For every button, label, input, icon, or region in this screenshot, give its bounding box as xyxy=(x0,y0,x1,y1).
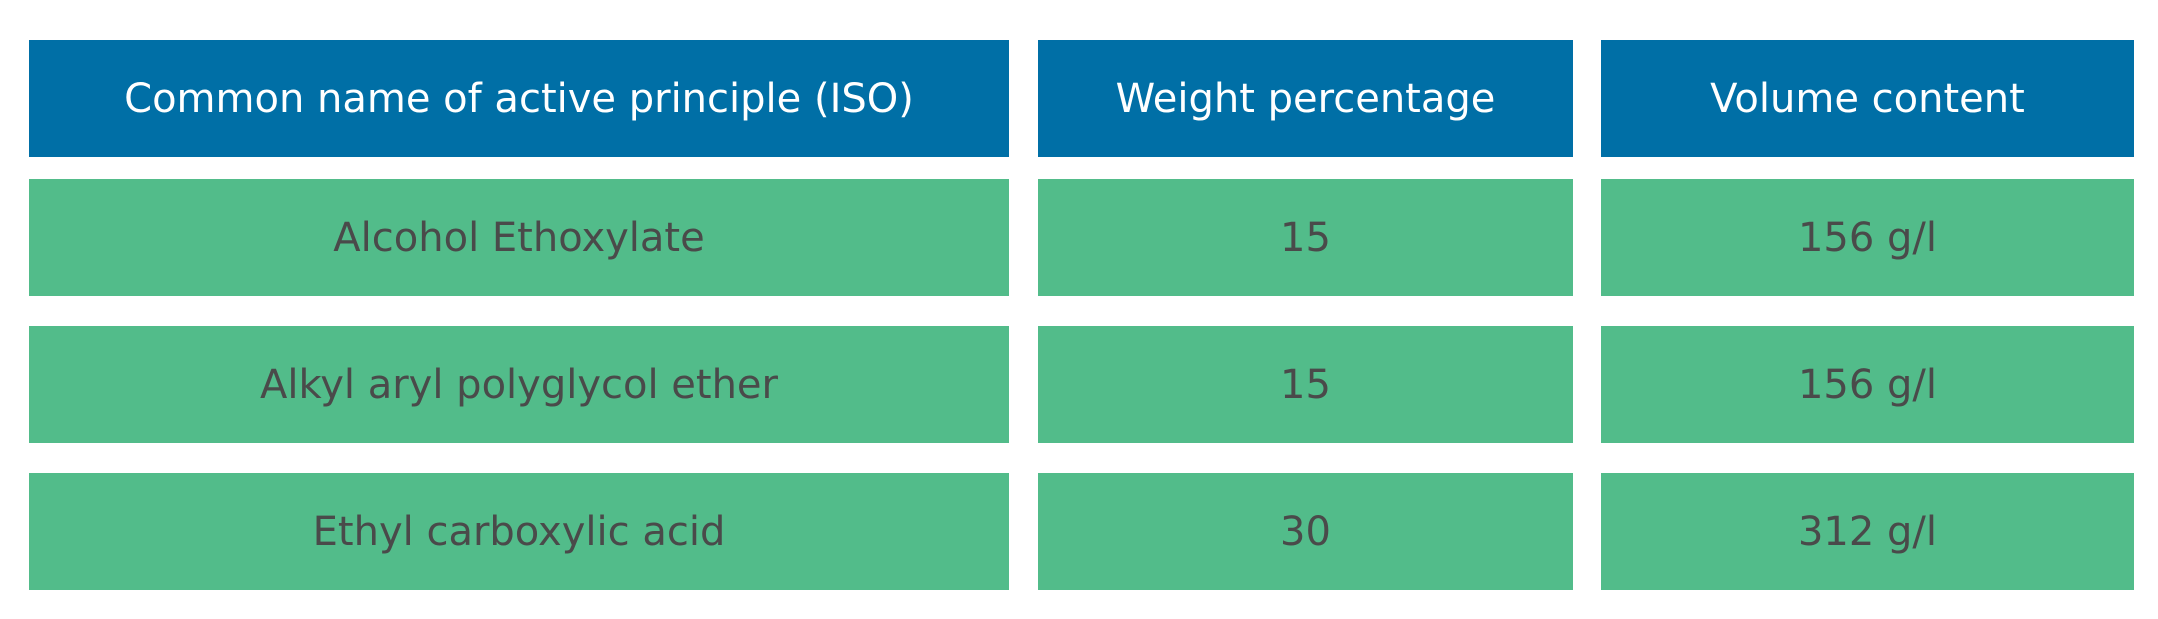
header-cell-weight-percentage: Weight percentage xyxy=(1038,40,1573,157)
table-row: Ethyl carboxylic acid 30 312 g/l xyxy=(29,473,2134,590)
cell-weight-percentage: 15 xyxy=(1038,326,1573,443)
header-cell-common-name: Common name of active principle (ISO) xyxy=(29,40,1009,157)
table-row: Alkyl aryl polyglycol ether 15 156 g/l xyxy=(29,326,2134,443)
table-row: Alcohol Ethoxylate 15 156 g/l xyxy=(29,179,2134,296)
cell-weight-percentage: 30 xyxy=(1038,473,1573,590)
cell-volume-content: 156 g/l xyxy=(1601,179,2134,296)
table-header-row: Common name of active principle (ISO) We… xyxy=(29,40,2134,157)
cell-common-name: Ethyl carboxylic acid xyxy=(29,473,1009,590)
composition-table: Common name of active principle (ISO) We… xyxy=(29,40,2134,590)
cell-common-name: Alkyl aryl polyglycol ether xyxy=(29,326,1009,443)
cell-weight-percentage: 15 xyxy=(1038,179,1573,296)
cell-volume-content: 312 g/l xyxy=(1601,473,2134,590)
cell-common-name: Alcohol Ethoxylate xyxy=(29,179,1009,296)
cell-volume-content: 156 g/l xyxy=(1601,326,2134,443)
header-cell-volume-content: Volume content xyxy=(1601,40,2134,157)
